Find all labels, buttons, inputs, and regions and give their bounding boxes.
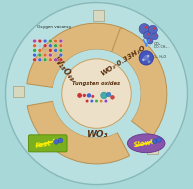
Circle shape <box>139 51 153 65</box>
Circle shape <box>62 59 131 128</box>
Circle shape <box>104 99 108 103</box>
Circle shape <box>152 139 157 144</box>
Circle shape <box>54 58 58 62</box>
Circle shape <box>90 99 93 103</box>
Circle shape <box>54 39 58 43</box>
Circle shape <box>59 58 63 62</box>
Circle shape <box>147 38 153 44</box>
Circle shape <box>77 93 82 98</box>
FancyBboxPatch shape <box>28 135 67 152</box>
Wedge shape <box>27 101 130 164</box>
Circle shape <box>147 33 149 35</box>
Circle shape <box>153 27 155 29</box>
Circle shape <box>143 55 149 61</box>
Circle shape <box>111 95 114 99</box>
Circle shape <box>43 44 47 48</box>
Circle shape <box>147 55 149 57</box>
Circle shape <box>54 139 59 144</box>
Circle shape <box>43 58 47 62</box>
Text: WO₃: WO₃ <box>86 130 107 139</box>
Circle shape <box>38 53 42 57</box>
Circle shape <box>33 44 36 48</box>
Text: Tungsten oxides: Tungsten oxides <box>72 81 121 86</box>
Circle shape <box>59 49 63 52</box>
Circle shape <box>33 39 36 43</box>
Circle shape <box>85 99 89 103</box>
Circle shape <box>48 58 52 62</box>
Circle shape <box>6 3 187 184</box>
Text: Slow: Slow <box>133 140 152 149</box>
Circle shape <box>43 53 47 57</box>
Circle shape <box>59 44 63 48</box>
Circle shape <box>33 49 36 52</box>
Circle shape <box>143 32 151 39</box>
Text: W₁₈O₄₉: W₁₈O₄₉ <box>51 55 76 84</box>
Circle shape <box>33 58 36 62</box>
Circle shape <box>91 95 94 98</box>
Circle shape <box>33 53 36 57</box>
Circle shape <box>38 49 42 52</box>
Circle shape <box>38 39 42 43</box>
Circle shape <box>155 34 157 36</box>
Text: Oxygen vacancy: Oxygen vacancy <box>37 25 71 29</box>
Circle shape <box>150 39 152 41</box>
Ellipse shape <box>127 134 165 153</box>
Circle shape <box>86 93 91 98</box>
Circle shape <box>145 26 147 29</box>
Circle shape <box>48 53 52 57</box>
Circle shape <box>148 60 150 63</box>
Circle shape <box>139 24 150 34</box>
Circle shape <box>48 39 52 43</box>
Circle shape <box>107 92 111 97</box>
Circle shape <box>157 137 161 142</box>
Wedge shape <box>112 27 167 137</box>
Text: Fast: Fast <box>35 140 52 149</box>
Circle shape <box>95 99 98 103</box>
Circle shape <box>48 44 52 48</box>
Text: O₂, H₂O: O₂, H₂O <box>153 55 166 59</box>
Circle shape <box>38 58 42 62</box>
Circle shape <box>59 39 63 43</box>
Circle shape <box>48 49 52 52</box>
Circle shape <box>43 39 47 43</box>
Circle shape <box>52 50 141 138</box>
Circle shape <box>100 99 103 103</box>
FancyBboxPatch shape <box>147 143 158 154</box>
FancyBboxPatch shape <box>93 10 104 21</box>
Text: CO₂: CO₂ <box>154 42 161 46</box>
Circle shape <box>54 49 58 52</box>
Wedge shape <box>27 23 123 88</box>
FancyBboxPatch shape <box>13 86 24 97</box>
Circle shape <box>59 53 63 57</box>
Circle shape <box>58 138 63 143</box>
Circle shape <box>54 44 58 48</box>
Circle shape <box>101 92 107 99</box>
Circle shape <box>148 25 157 34</box>
Circle shape <box>151 33 158 40</box>
Text: WO₃·0.33H₂O: WO₃·0.33H₂O <box>99 44 146 77</box>
Circle shape <box>82 94 86 97</box>
Circle shape <box>142 58 145 61</box>
Text: CO, CH₄...: CO, CH₄... <box>154 45 169 49</box>
